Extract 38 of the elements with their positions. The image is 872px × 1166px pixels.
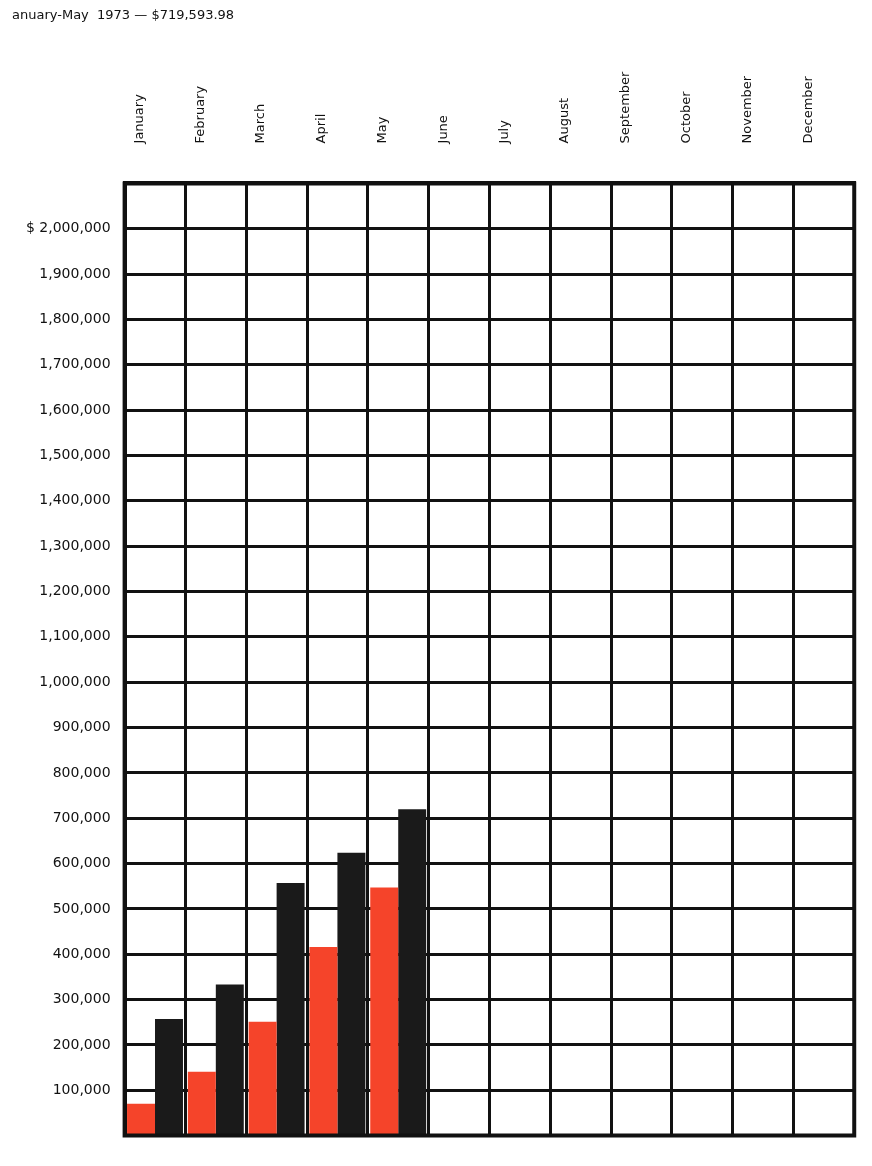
y-tick-label: 1,500,000 xyxy=(39,446,111,463)
x-tick-label: October xyxy=(678,90,693,144)
x-tick-label: June xyxy=(434,115,450,145)
y-tick-label: 1,800,000 xyxy=(39,310,111,327)
y-tick-label: 200,000 xyxy=(52,1035,111,1052)
y-tick-label: 1,300,000 xyxy=(39,536,111,553)
y-tick-label: 1,900,000 xyxy=(39,264,111,281)
y-tick-label: 400,000 xyxy=(52,944,111,961)
x-tick-label: July xyxy=(495,119,511,145)
y-tick-label: 1,200,000 xyxy=(39,582,111,599)
y-tick-label: 100,000 xyxy=(52,1080,111,1097)
x-tick-label: August xyxy=(556,97,572,144)
x-tick-label: January xyxy=(130,93,146,145)
bar xyxy=(187,1071,216,1136)
y-tick-label: 600,000 xyxy=(52,854,111,871)
x-tick-label: February xyxy=(191,85,207,144)
bar xyxy=(370,887,399,1136)
bar xyxy=(127,1103,156,1136)
bar xyxy=(248,1021,277,1136)
x-tick-label: September xyxy=(617,70,633,144)
x-tick-label: December xyxy=(799,75,815,144)
y-tick-label: 700,000 xyxy=(52,808,111,825)
y-tick-label: 1,000,000 xyxy=(39,672,111,689)
y-tick-label: 500,000 xyxy=(52,899,111,916)
y-tick-label: $ 2,000,000 xyxy=(26,219,111,236)
chart-title: anuary-May 1973 — $719,593.98 xyxy=(12,7,235,23)
y-tick-label: 1,100,000 xyxy=(39,627,111,644)
y-tick-label: 1,600,000 xyxy=(39,400,111,417)
x-tick-label: April xyxy=(313,113,329,144)
y-tick-label: 1,700,000 xyxy=(39,355,111,372)
y-tick-label: 1,400,000 xyxy=(39,491,111,508)
bar xyxy=(309,946,338,1136)
y-tick-label: 300,000 xyxy=(52,990,111,1007)
x-tick-label: November xyxy=(738,75,754,144)
x-tick-label: May xyxy=(373,116,389,144)
x-tick-label: March xyxy=(252,103,268,144)
y-tick-label: 800,000 xyxy=(52,763,111,780)
y-tick-label: 900,000 xyxy=(52,718,111,735)
